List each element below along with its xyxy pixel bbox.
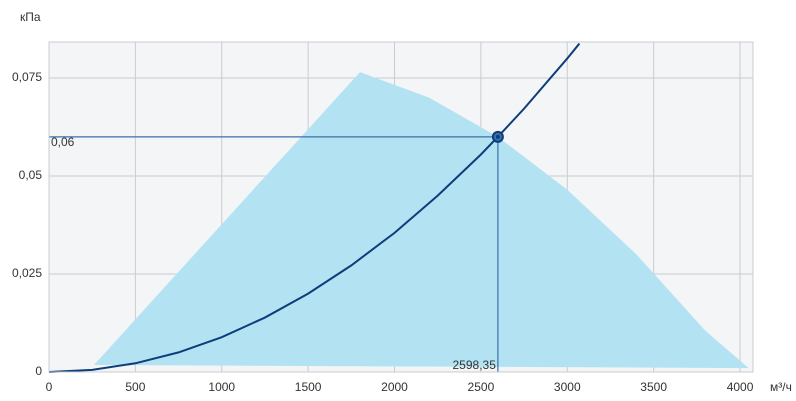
y-tick-label: 0,05	[19, 168, 43, 182]
working-point-core	[495, 134, 500, 139]
fan-area	[93, 72, 749, 369]
x-tick-label: 0	[46, 380, 53, 394]
x-tick-label: 3500	[640, 380, 667, 394]
marks	[48, 42, 749, 373]
x-tick-label: 3000	[554, 380, 581, 394]
y-tick-label: 0,025	[12, 266, 42, 280]
x-axis-label: м³/ч	[770, 380, 792, 394]
x-tick-label: 1000	[208, 380, 235, 394]
x-tick-label: 1500	[295, 380, 322, 394]
y-axis-label: кПа	[20, 10, 41, 24]
plot-frame	[48, 41, 754, 373]
system-curve	[48, 42, 581, 373]
x-tick-label: 2000	[381, 380, 408, 394]
x-tick-label: 500	[125, 380, 145, 394]
x-tick-label: 4000	[727, 380, 754, 394]
y-tick-label: 0	[35, 364, 42, 378]
point-x-label: 2598,35	[453, 358, 497, 372]
x-tick-label: 2500	[468, 380, 495, 394]
point-y-label: 0,06	[51, 135, 75, 149]
y-tick-label: 0,075	[12, 70, 42, 84]
